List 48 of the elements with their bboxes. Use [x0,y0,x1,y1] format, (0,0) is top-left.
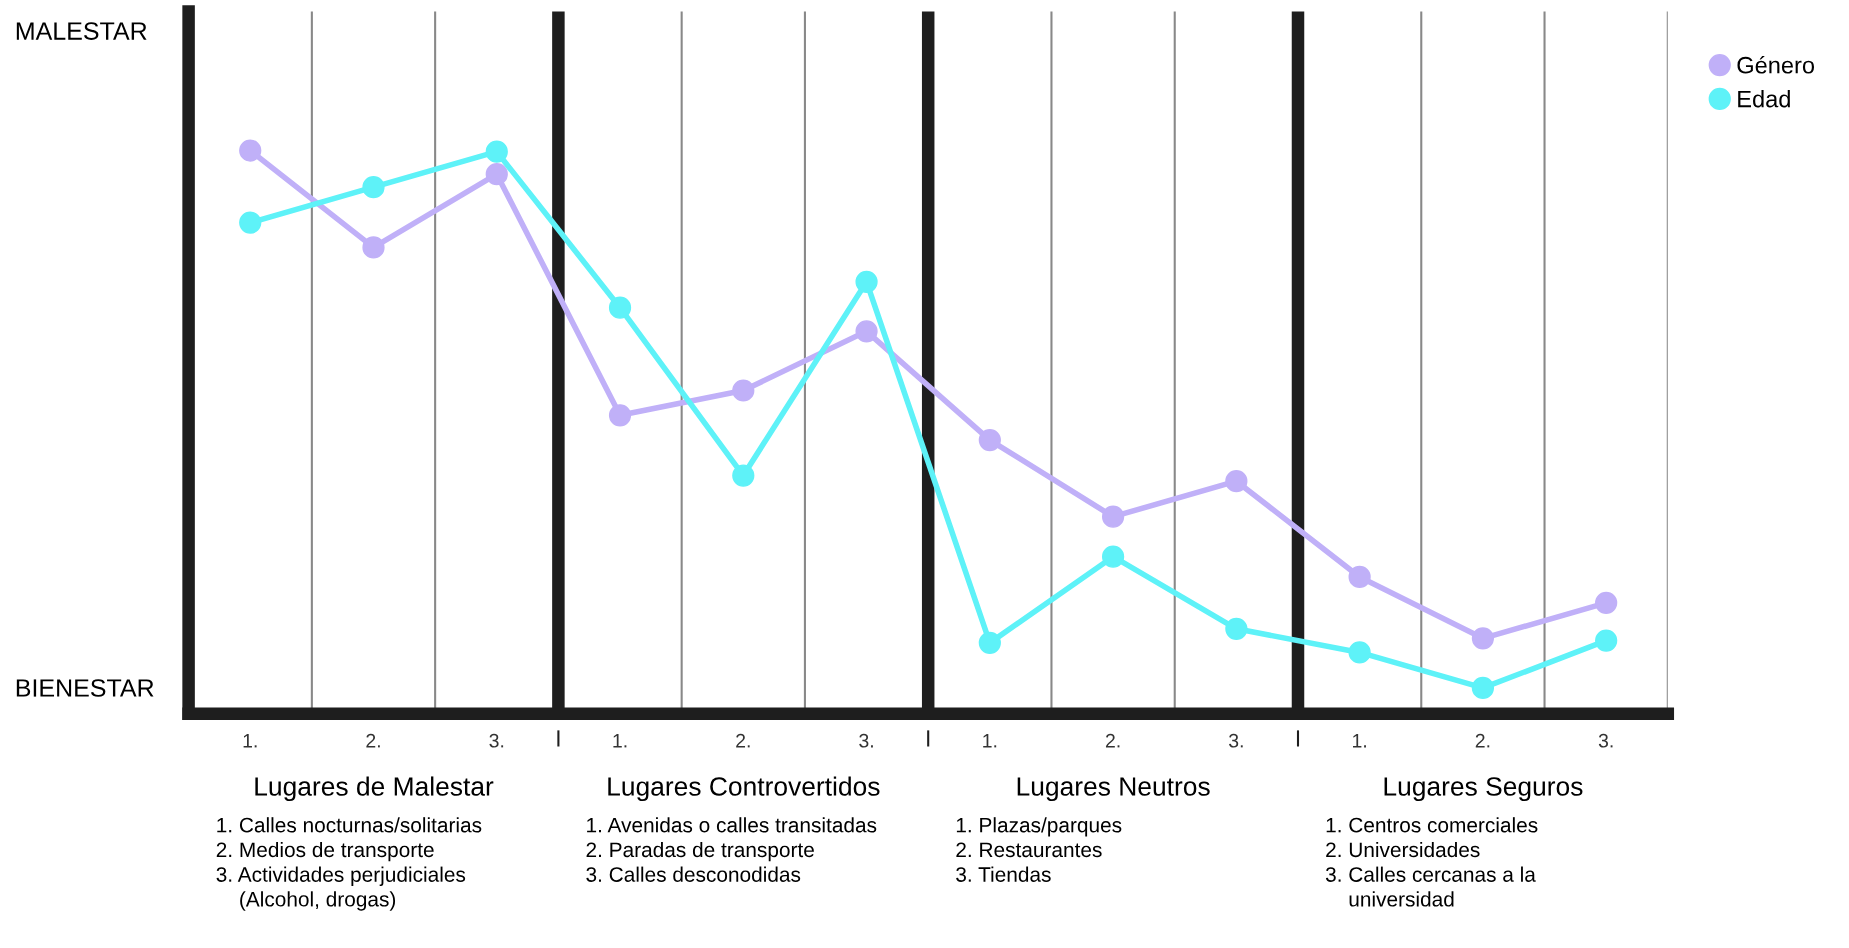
x-tick-label: 1. [613,734,627,748]
point [732,379,755,402]
point [1595,629,1618,652]
point [1225,617,1248,640]
point [1595,591,1618,614]
x-tick-label: 2. [1475,733,1490,748]
text: Lugares Seguros [1384,777,1583,802]
point [608,296,632,319]
x-tick-label: 3. [1229,733,1243,748]
text: BIENESTAR [16,679,154,697]
text: 1. Plazas/parques 2. Restaurantes 3. Tiendas [956,817,1122,882]
text: Lugares Neutros [1017,777,1210,802]
x-tick-label: 3. [1598,733,1613,748]
point [978,631,1001,654]
point [978,428,1001,452]
x-tick-label: 1. [1353,734,1366,748]
point [485,140,508,163]
legend-label: Género [1737,55,1815,74]
text: 1. Avenidas o calles transitadas 2. Paradas de transporte 3. Calles desconodidas [586,817,877,882]
point [732,464,755,487]
point [855,320,878,343]
point [1101,545,1125,568]
text: 1. Centros comerciales 2. Universidades 3. Calles cercanas a la universidad [1325,817,1538,907]
x-tick-label: 3. [859,733,873,748]
point [239,211,262,234]
point [239,139,262,162]
point [1471,676,1495,700]
point [362,176,385,199]
point [1471,627,1495,650]
point [1348,641,1371,664]
point [1348,565,1371,589]
x-tick-label: 2. [366,733,380,748]
x-tick-label: 2. [1105,733,1120,748]
point [485,163,508,186]
point [1101,505,1125,528]
x-tick-label: 2. [736,733,750,748]
point [855,270,878,293]
text: 1. Calles nocturnas/solitarias 2. Medios de transporte 3. Actividades perjudiciales (Alcohol, drogas) [216,817,482,911]
text: Lugares de Malestar [255,776,494,802]
point [1225,470,1248,493]
x-tick-label: 1. [243,734,257,748]
legend-label: Edad [1738,90,1790,108]
point [608,404,632,427]
point [362,236,385,259]
text: MALESTAR [16,22,147,40]
text: Lugares Controvertidos [608,776,880,802]
x-tick-label: 1. [983,734,997,748]
x-tick-label: 3. [489,733,504,748]
